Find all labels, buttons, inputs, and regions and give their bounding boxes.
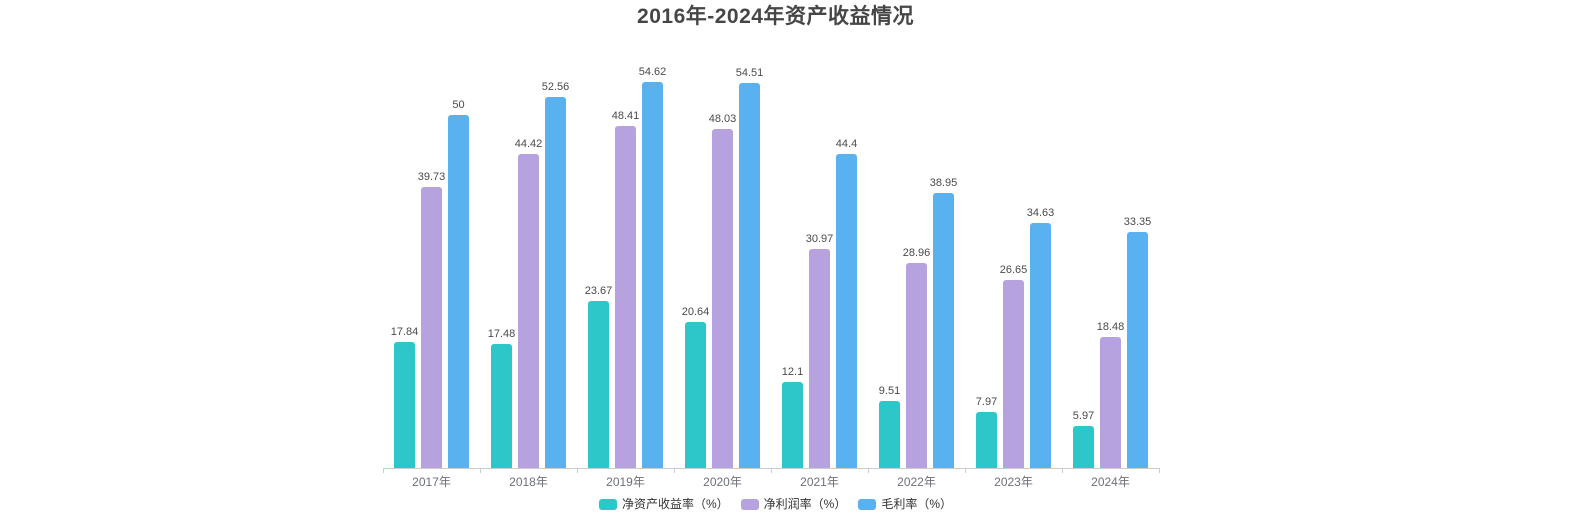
bar-value-label: 54.62 xyxy=(638,66,667,78)
bar-value-label: 38.95 xyxy=(929,177,958,189)
bar-value-label: 5.97 xyxy=(1072,410,1095,422)
bar[interactable] xyxy=(545,97,566,468)
bar-value-label: 48.41 xyxy=(611,110,640,122)
bar-value-label: 26.65 xyxy=(999,264,1028,276)
bar[interactable] xyxy=(739,83,760,468)
bar-value-label: 48.03 xyxy=(708,113,737,125)
bar[interactable] xyxy=(879,401,900,468)
x-axis-label: 2017年 xyxy=(412,475,451,489)
legend-item-净利润率（%）[interactable]: 净利润率（%） xyxy=(740,497,847,511)
legend-item-label: 净利润率（%） xyxy=(763,497,847,511)
bar-value-label: 23.67 xyxy=(584,285,613,297)
x-axis-tick xyxy=(480,468,481,473)
bar-value-label: 7.97 xyxy=(975,396,998,408)
bar[interactable] xyxy=(615,126,636,468)
x-axis-tick xyxy=(771,468,772,473)
bar-value-label: 30.97 xyxy=(805,233,834,245)
x-axis-tick xyxy=(1062,468,1063,473)
bar[interactable] xyxy=(1127,232,1148,468)
bar-value-label: 9.51 xyxy=(878,385,901,397)
bar[interactable] xyxy=(836,154,857,468)
legend-swatch xyxy=(598,498,617,510)
bar-value-label: 17.48 xyxy=(487,328,516,340)
bar[interactable] xyxy=(933,193,954,468)
x-axis-tick xyxy=(674,468,675,473)
bar[interactable] xyxy=(518,154,539,468)
bar[interactable] xyxy=(906,263,927,468)
bar[interactable] xyxy=(394,342,415,468)
legend-item-label: 毛利率（%） xyxy=(881,497,952,511)
x-axis-tick xyxy=(383,468,384,473)
legend-swatch xyxy=(740,498,759,510)
bar[interactable] xyxy=(588,301,609,468)
legend-item-label: 净资产收益率（%） xyxy=(621,497,729,511)
bar[interactable] xyxy=(782,382,803,468)
bar-value-label: 33.35 xyxy=(1123,216,1152,228)
bar[interactable] xyxy=(491,344,512,468)
x-axis-label: 2019年 xyxy=(606,475,645,489)
x-axis-label: 2024年 xyxy=(1091,475,1130,489)
bar[interactable] xyxy=(1030,223,1051,468)
bar[interactable] xyxy=(1100,337,1121,468)
x-axis-tick xyxy=(1159,468,1160,473)
x-axis-label: 2021年 xyxy=(800,475,839,489)
bar[interactable] xyxy=(685,322,706,468)
bar-value-label: 20.64 xyxy=(681,306,710,318)
legend-item-净资产收益率（%）[interactable]: 净资产收益率（%） xyxy=(598,497,729,511)
x-axis-label: 2023年 xyxy=(994,475,1033,489)
bar-value-label: 50 xyxy=(452,99,465,111)
x-axis-label: 2020年 xyxy=(703,475,742,489)
bar-value-label: 54.51 xyxy=(735,67,764,79)
legend-swatch xyxy=(858,498,877,510)
x-axis-tick xyxy=(868,468,869,473)
x-axis-tick xyxy=(577,468,578,473)
bar-value-label: 12.1 xyxy=(781,366,804,378)
legend: 净资产收益率（%） 净利润率（%） 毛利率（%） xyxy=(0,497,1551,511)
bar-value-label: 39.73 xyxy=(417,171,446,183)
bar[interactable] xyxy=(712,129,733,468)
bar[interactable] xyxy=(1003,280,1024,468)
chart-title: 2016年-2024年资产收益情况 xyxy=(637,5,914,28)
bar-value-label: 52.56 xyxy=(541,81,570,93)
bar-value-label: 34.63 xyxy=(1026,207,1055,219)
bar-value-label: 28.96 xyxy=(902,247,931,259)
bar-value-label: 44.42 xyxy=(514,138,543,150)
bar[interactable] xyxy=(642,82,663,468)
bar[interactable] xyxy=(809,249,830,468)
x-axis-label: 2022年 xyxy=(897,475,936,489)
x-axis-tick xyxy=(965,468,966,473)
legend-item-毛利率（%）[interactable]: 毛利率（%） xyxy=(858,497,952,511)
bar[interactable] xyxy=(1073,426,1094,468)
x-axis-label: 2018年 xyxy=(509,475,548,489)
bar-value-label: 44.4 xyxy=(835,138,858,150)
bar[interactable] xyxy=(421,187,442,468)
bar-value-label: 17.84 xyxy=(390,326,419,338)
bar[interactable] xyxy=(976,412,997,468)
bar[interactable] xyxy=(448,115,469,468)
bar-value-label: 18.48 xyxy=(1096,321,1125,333)
